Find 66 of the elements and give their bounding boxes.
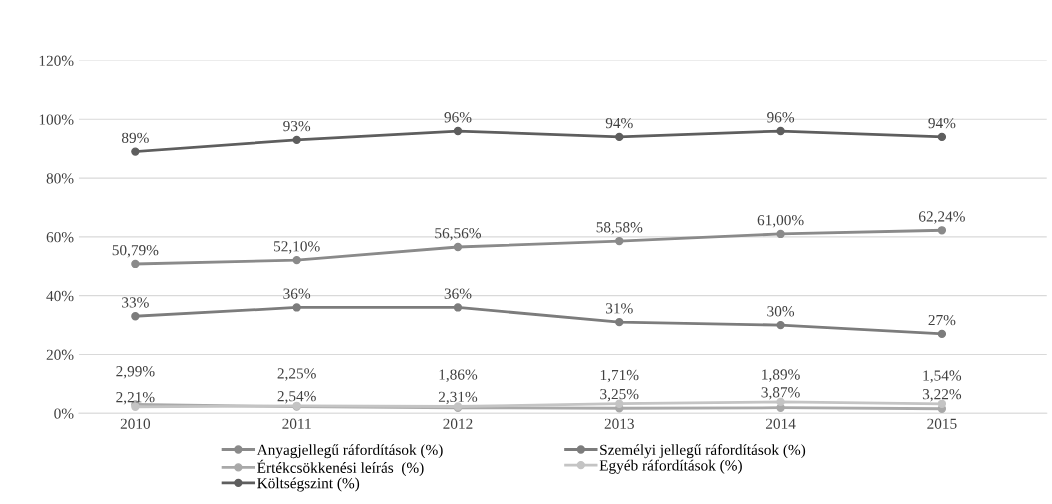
data-label: 2,99% xyxy=(116,366,155,379)
x-tick-label: 2012 xyxy=(443,418,473,429)
legend-label: Egyéb ráfordítások (%) xyxy=(599,459,742,474)
x-tick-label: 2010 xyxy=(120,418,151,429)
data-label: 1,89% xyxy=(762,369,800,382)
x-tick-label: 2011 xyxy=(282,418,311,429)
x-tick-label: 2015 xyxy=(927,418,957,429)
data-label: 94% xyxy=(605,117,633,129)
data-label: 50,79% xyxy=(112,244,159,258)
data-label: 1,86% xyxy=(439,369,478,382)
point xyxy=(131,147,140,156)
data-label: 3,87% xyxy=(761,387,800,400)
data-label: 36% xyxy=(444,288,472,299)
data-label: 3,22% xyxy=(922,389,962,402)
y-tick-label: 60% xyxy=(46,232,74,243)
data-label: 2,31% xyxy=(438,391,478,405)
y-tick-label: 120% xyxy=(39,55,74,66)
data-label: 30% xyxy=(767,306,795,317)
point xyxy=(937,329,947,339)
data-label: 3,25% xyxy=(600,388,639,402)
data-label: 2,25% xyxy=(277,368,316,381)
data-label: 33% xyxy=(122,297,149,308)
data-label: 93% xyxy=(283,120,311,132)
data-label: 2,54% xyxy=(277,391,316,404)
data-label: 1,71% xyxy=(600,369,639,383)
point xyxy=(615,236,624,246)
data-label: 89% xyxy=(121,132,149,144)
y-tick-label: 80% xyxy=(46,173,74,184)
data-label: 58,58% xyxy=(596,222,643,235)
data-label: 31% xyxy=(606,303,633,314)
data-label: 94% xyxy=(928,117,956,129)
point xyxy=(453,126,463,136)
point xyxy=(292,135,301,145)
data-label: 96% xyxy=(767,112,795,123)
point xyxy=(453,303,463,312)
legend-label: Anyagjellegű ráfordítások (%) xyxy=(256,444,443,459)
point xyxy=(776,126,785,136)
data-label: 36% xyxy=(283,288,311,299)
point xyxy=(292,255,301,265)
y-tick-label: 20% xyxy=(46,349,74,360)
point xyxy=(131,259,140,269)
data-label: 27% xyxy=(928,314,956,326)
data-label: 52,10% xyxy=(274,241,320,254)
point xyxy=(615,317,624,327)
point xyxy=(292,303,301,312)
legend-label: Személyi jellegű ráfordítások (%) xyxy=(600,444,806,459)
legend-label: Értékcsökkenési leírás (%) xyxy=(257,459,424,476)
data-label: 62,24% xyxy=(919,211,965,224)
point xyxy=(937,132,947,142)
y-tick-label: 100% xyxy=(39,114,74,125)
point xyxy=(453,242,463,252)
point xyxy=(776,320,785,330)
point xyxy=(131,312,140,321)
data-label: 61,00% xyxy=(757,214,804,228)
x-tick-label: 2014 xyxy=(765,418,796,429)
point xyxy=(937,226,947,235)
legend-label: Költségszint (%) xyxy=(257,477,360,492)
data-label: 2,21% xyxy=(116,391,155,405)
data-label: 56,56% xyxy=(435,228,481,241)
y-tick-label: 40% xyxy=(46,290,74,302)
point xyxy=(615,132,624,142)
point xyxy=(776,229,785,239)
y-tick-label: 0% xyxy=(54,408,74,419)
x-tick-label: 2013 xyxy=(604,418,634,429)
data-label: 96% xyxy=(444,112,472,123)
data-label: 1,54% xyxy=(923,370,962,383)
